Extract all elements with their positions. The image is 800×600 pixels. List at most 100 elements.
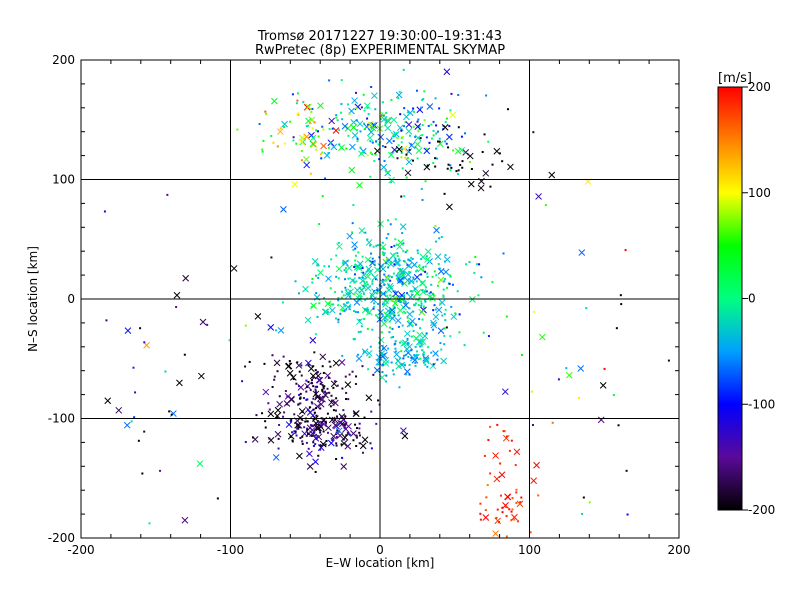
scatter-point-dot: [412, 310, 415, 313]
scatter-point-dot: [460, 135, 463, 138]
scatter-point-dot: [326, 387, 329, 390]
scatter-point-dot: [315, 148, 318, 151]
scatter-point-dot: [332, 409, 335, 412]
scatter-point-dot: [170, 413, 173, 416]
scatter-point-dot: [308, 406, 311, 409]
scatter-point-dot: [348, 305, 351, 308]
scatter-point-dot: [312, 441, 315, 444]
scatter-point-dot: [352, 204, 355, 207]
scatter-point-x: [599, 382, 607, 389]
scatter-point-dot: [335, 435, 338, 438]
scatter-point-dot: [416, 157, 419, 160]
scatter-point-dot: [424, 270, 427, 273]
scatter-point-x: [311, 258, 319, 265]
scatter-point-x: [375, 358, 383, 366]
scatter-point-dot: [439, 342, 442, 345]
scatter-point-dot: [137, 439, 140, 442]
scatter-point-dot: [447, 146, 450, 149]
scatter-point-dot: [505, 515, 508, 518]
scatter-point-dot: [506, 108, 509, 111]
scatter-point-dot: [148, 522, 151, 525]
scatter-point-x: [305, 359, 312, 367]
scatter-point-dot: [369, 345, 372, 348]
scatter-point-dot: [415, 89, 418, 92]
scatter-point-x: [312, 458, 319, 466]
scatter-point-dot: [345, 398, 348, 401]
scatter-point-dot: [447, 163, 450, 166]
scatter-point-x: [341, 122, 349, 130]
scatter-point-dot: [585, 307, 588, 310]
scatter-point-dot: [371, 257, 374, 260]
scatter-point-x: [454, 147, 462, 155]
scatter-point-dot: [440, 348, 443, 351]
scatter-point-dot: [376, 291, 379, 294]
scatter-point-x: [377, 133, 385, 141]
scatter-point-dot: [405, 176, 408, 179]
scatter-point-dot: [499, 494, 502, 497]
scatter-point-dot: [457, 126, 460, 129]
scatter-point-dot: [324, 422, 327, 425]
scatter-point-dot: [341, 415, 344, 418]
scatter-point-x: [388, 176, 395, 184]
scatter-point-dot: [565, 367, 568, 370]
scatter-point-dot: [376, 289, 379, 292]
scatter-point-dot: [389, 294, 392, 297]
scatter-point-dot: [389, 223, 392, 226]
scatter-point-dot: [381, 344, 384, 347]
scatter-point-dot: [345, 434, 348, 437]
scatter-point-dot: [395, 350, 398, 353]
scatter-point-dot: [407, 258, 410, 261]
scatter-point-x: [437, 276, 445, 284]
scatter-point-dot: [340, 103, 343, 106]
scatter-point-dot: [625, 469, 628, 472]
scatter-point-dot: [330, 394, 333, 397]
scatter-point-dot: [310, 305, 313, 308]
scatter-point-dot: [374, 153, 377, 156]
scatter-point-dot: [362, 122, 365, 125]
scatter-point-dot: [331, 127, 334, 130]
scatter-point-x: [317, 400, 325, 408]
scatter-point-dot: [315, 428, 318, 431]
scatter-point-dot: [413, 354, 416, 357]
scatter-point-dot: [487, 335, 490, 338]
scatter-point-dot: [268, 408, 271, 411]
scatter-point-dot: [423, 299, 426, 302]
scatter-point-dot: [401, 363, 404, 366]
scatter-point-x: [404, 349, 412, 357]
scatter-point-dot: [338, 128, 341, 131]
scatter-point-dot: [499, 462, 502, 465]
scatter-points: [103, 68, 670, 538]
scatter-point-x: [302, 285, 309, 293]
scatter-point-dot: [432, 363, 435, 366]
scatter-point-dot: [449, 275, 452, 278]
scatter-point-x: [281, 120, 288, 128]
scatter-point-dot: [588, 501, 591, 504]
scatter-point-dot: [347, 398, 350, 401]
scatter-point-dot: [296, 113, 299, 116]
scatter-point-dot: [407, 324, 410, 327]
scatter-point-dot: [356, 137, 359, 140]
scatter-point-dot: [289, 362, 292, 365]
scatter-point-dot: [410, 356, 413, 359]
scatter-point-dot: [279, 127, 282, 130]
scatter-point-dot: [582, 496, 585, 499]
scatter-point-dot: [424, 286, 427, 289]
scatter-point-dot: [479, 512, 482, 515]
scatter-point-dot: [429, 291, 432, 294]
scatter-point-x: [450, 313, 458, 321]
scatter-point-dot: [363, 416, 366, 419]
scatter-point-dot: [428, 292, 431, 295]
scatter-point-x: [322, 391, 329, 399]
scatter-point-dot: [133, 416, 136, 419]
scatter-point-dot: [314, 388, 317, 391]
scatter-point-x: [369, 292, 376, 299]
scatter-point-dot: [505, 315, 508, 318]
scatter-point-dot: [397, 325, 400, 328]
scatter-point-dot: [342, 409, 345, 412]
scatter-point-x: [419, 253, 427, 261]
scatter-point-dot: [335, 116, 338, 119]
scatter-point-dot: [513, 518, 516, 521]
scatter-point-dot: [337, 321, 340, 324]
scatter-point-x: [382, 301, 389, 308]
scatter-point-dot: [438, 237, 441, 240]
